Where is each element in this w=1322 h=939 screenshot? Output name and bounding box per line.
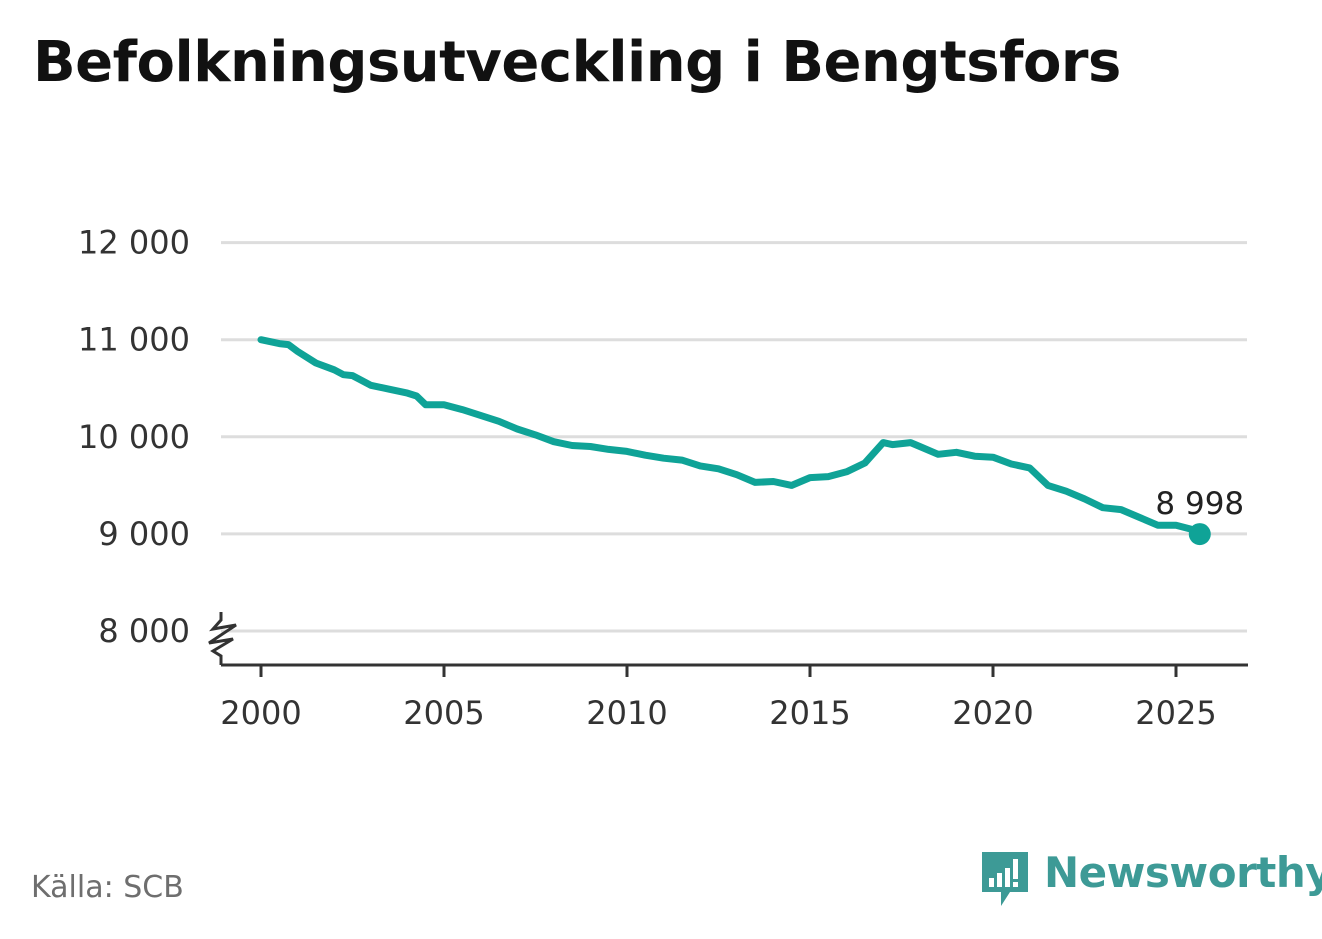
chart-title: Befolkningsutveckling i Bengtsfors [33,30,1121,95]
x-tick-label: 2025 [1135,694,1216,732]
y-tick-label: 12 000 [78,224,190,262]
x-tick-label: 2010 [586,694,667,732]
brand-name: Newsworthy [1044,848,1322,897]
y-tick-label: 11 000 [78,321,190,359]
y-tick-label: 9 000 [98,515,190,553]
x-tick-label: 2005 [403,694,484,732]
series-layer [257,336,1204,538]
annotation-layer: 8 998 [1155,486,1244,546]
x-tick-label: 2020 [952,694,1033,732]
y-tick-label: 10 000 [78,418,190,456]
source-note: Källa: SCB [31,870,184,905]
last-value-marker [1188,523,1211,546]
grid-layer [221,241,1247,633]
newsworthy-logo-icon [982,852,1028,906]
last-value-label: 8 998 [1155,486,1244,522]
y-axis: 8 000 9 000 10 000 11 000 12 000 [78,224,190,650]
x-tick-label: 2000 [220,694,301,732]
axis-break-icon [208,612,237,665]
x-tick-label: 2015 [769,694,850,732]
x-axis: 2000 2005 2010 2015 2020 2025 [208,612,1248,732]
brand-logo: Newsworthy [980,848,1322,912]
series-line [257,336,1204,538]
y-tick-label: 8 000 [98,612,190,650]
